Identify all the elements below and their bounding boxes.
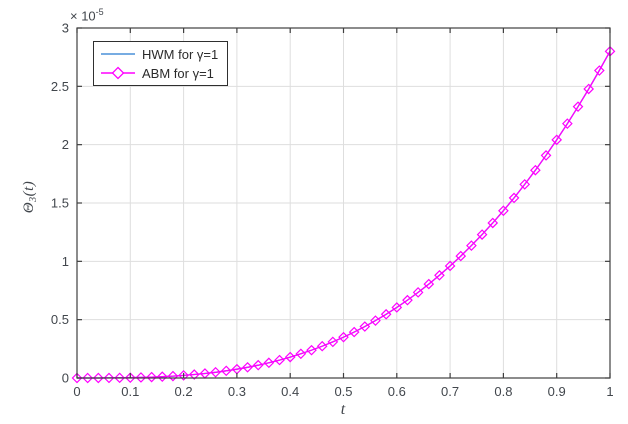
diamond-marker [135, 372, 147, 383]
x-tick-label: 0.8 [494, 384, 512, 399]
diamond-marker [508, 192, 520, 204]
diamond-marker [178, 370, 189, 381]
axis-ticks [76, 27, 611, 379]
diamond-marker [412, 287, 424, 298]
diamond-marker [583, 83, 595, 95]
diamond-marker [562, 118, 573, 129]
x-tick-label: 0.1 [121, 384, 139, 399]
offset-exponent: -5 [95, 7, 104, 17]
diamond-marker [284, 351, 296, 363]
legend-label-hwm: HWM for γ=1 [142, 46, 219, 62]
x-tick-label: 0.3 [228, 384, 246, 399]
y-tick-label: 0.5 [51, 312, 69, 327]
diamond-marker [114, 372, 125, 384]
legend-entry-hwm: HWM for γ=1 [99, 45, 218, 63]
x-tick-label: 0 [73, 384, 80, 399]
diamond-marker [274, 354, 285, 366]
diamond-marker [338, 331, 349, 343]
diamond-marker [103, 372, 115, 384]
x-tick-label: 0.7 [441, 384, 459, 399]
y-axis-label-arg: (t) [21, 180, 37, 197]
y-tick-label: 3 [62, 21, 69, 36]
legend-label-abm: ABM for γ=1 [142, 65, 214, 81]
diamond-marker [487, 217, 499, 229]
diamond-marker [306, 344, 317, 356]
diamond-marker [593, 65, 605, 76]
y-tick-label: 0 [62, 371, 69, 386]
diamond-marker [572, 101, 584, 113]
diamond-marker [210, 366, 221, 378]
diamond-marker [498, 205, 509, 217]
legend-diamond-marker [111, 66, 125, 80]
diamond-marker [327, 336, 339, 348]
diamond-marker [316, 340, 328, 352]
diamond-marker [146, 371, 157, 383]
y-tick-label: 1 [62, 254, 69, 269]
diamond-marker [82, 372, 94, 384]
diamond-marker [220, 365, 232, 377]
legend-entry-abm: ABM for γ=1 [99, 64, 218, 82]
x-tick-label: 0.6 [388, 384, 406, 399]
diamond-marker [402, 294, 413, 306]
legend[interactable]: HWM for γ=1 ABM for γ=1 [93, 41, 229, 86]
diamond-marker [540, 150, 552, 161]
diamond-marker [455, 250, 467, 262]
y-axis-offset-label: × 10-5 [70, 7, 104, 23]
diamond-marker [263, 357, 275, 369]
diamond-marker [348, 326, 360, 338]
diamond-marker [167, 370, 179, 382]
diamond-marker [156, 371, 168, 383]
diamond-marker [71, 372, 83, 384]
diamond-marker [466, 240, 477, 251]
diamond-marker [92, 372, 104, 384]
x-tick-label: 0.5 [334, 384, 352, 399]
y-tick-label: 1.5 [51, 196, 69, 211]
legend-swatch-hwm [101, 53, 135, 55]
diamond-marker [370, 315, 381, 326]
diamond-marker [124, 372, 136, 384]
y-axis-label: Θ3(t) [21, 145, 39, 249]
tick-labels: 0 0.1 0.2 0.3 0.4 0.5 0.6 0.7 0.8 0.9 1 0 0.5 1 1.5 2 2.… [51, 21, 614, 400]
x-tick-label: 1 [606, 384, 613, 399]
y-tick-label: 2.5 [51, 79, 69, 94]
y-tick-label: 2 [62, 137, 69, 152]
diamond-marker [252, 359, 264, 371]
diamond-marker [380, 308, 392, 320]
diamond-marker [423, 278, 435, 290]
diamond-marker [530, 164, 541, 176]
x-tick-label: 0.2 [175, 384, 193, 399]
diamond-marker [391, 302, 403, 313]
x-tick-label: 0.9 [548, 384, 566, 399]
y-axis-label-theta: Θ [21, 201, 37, 214]
diamond-marker [519, 179, 531, 190]
offset-mantissa: × 10 [70, 8, 96, 24]
diamond-marker [434, 269, 445, 281]
x-axis-label: t [340, 401, 346, 418]
series-markers-abm [71, 45, 616, 384]
diamond-marker [359, 321, 371, 332]
y-axis-label-subscript: 3 [28, 196, 39, 202]
diamond-marker [295, 348, 307, 360]
diamond-marker [188, 369, 200, 380]
diamond-marker [551, 134, 563, 146]
grid [77, 28, 610, 378]
legend-swatch-abm [101, 66, 135, 80]
x-tick-label: 0.4 [281, 384, 299, 399]
diamond-marker [476, 229, 488, 240]
diamond-marker [242, 361, 253, 373]
diamond-marker [444, 260, 456, 272]
